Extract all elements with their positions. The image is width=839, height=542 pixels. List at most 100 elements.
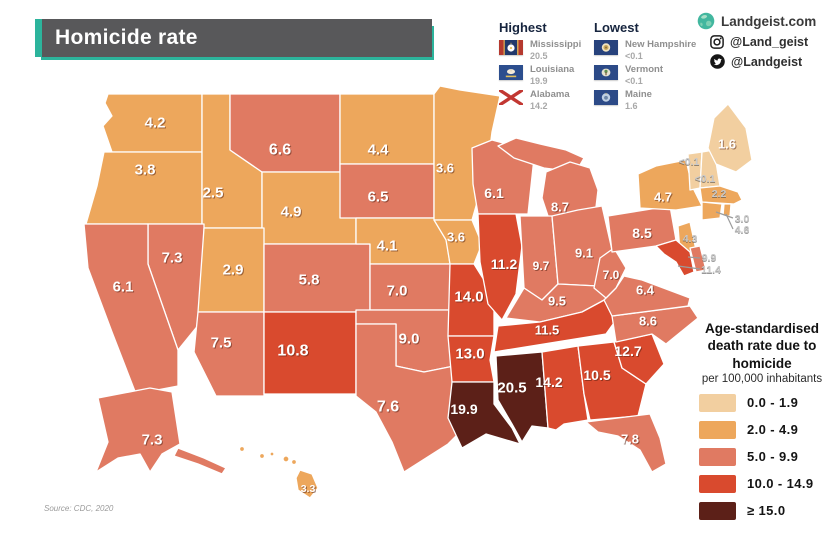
highest-heading: Highest — [499, 20, 547, 35]
state-rhode-island — [722, 203, 732, 217]
label-minnesota: 3.6 — [436, 161, 454, 176]
label-montana: 6.6 — [269, 142, 291, 159]
lowest-state-value: 1.6 — [625, 100, 638, 111]
state-florida — [585, 413, 667, 473]
label-north-dakota: 4.4 — [368, 142, 390, 159]
label-colorado: 5.8 — [299, 272, 320, 289]
state-maine — [707, 103, 753, 173]
label-georgia: 10.5 — [583, 367, 610, 383]
legend-title-line3: homicide — [732, 355, 792, 371]
legend-label-2: 5.0 - 9.9 — [747, 449, 799, 465]
legend-swatch-3 — [699, 474, 736, 493]
rhode-island-leader-line — [725, 213, 734, 230]
label-california: 6.1 — [113, 279, 134, 296]
label-nebraska: 4.1 — [377, 238, 398, 255]
instagram-handle: @Land_geist — [730, 35, 809, 49]
label-oregon: 3.8 — [135, 162, 156, 179]
state-hawaii-island-3 — [269, 451, 275, 457]
state-montana — [229, 93, 341, 173]
maryland-leader-line — [677, 265, 701, 270]
color-scale-legend: Age-standardised death rate due to homic… — [686, 320, 838, 529]
alabama-flag-icon — [499, 89, 523, 105]
legend-label-1: 2.0 - 4.9 — [747, 422, 799, 438]
label-maryland: 11.4 — [701, 264, 721, 276]
website-row: Landgeist.com — [697, 12, 816, 30]
legend-swatch-2 — [699, 447, 736, 466]
label-arizona: 7.5 — [211, 335, 232, 352]
state-kansas — [369, 263, 455, 311]
label-south-carolina: 12.7 — [614, 343, 641, 359]
legend-swatch-1 — [699, 420, 736, 439]
title-banner: Homicide rate — [35, 19, 432, 57]
highest-state-value: 20.5 — [530, 50, 548, 61]
state-north-carolina — [611, 305, 699, 345]
highest-state-value: 19.9 — [530, 75, 548, 86]
legend-swatch-4 — [699, 501, 736, 520]
louisiana-flag-icon — [499, 64, 523, 80]
highest-row-louisiana: Louisiana 19.9 — [499, 64, 581, 86]
highest-row-mississippi: Mississippi 20.5 — [499, 39, 582, 61]
highest-state-name: Mississippi — [530, 39, 582, 50]
instagram-row: @Land_geist — [710, 35, 816, 49]
label-north-carolina: 8.6 — [639, 314, 657, 329]
twitter-handle: @Landgeist — [731, 54, 803, 69]
label-florida: 7.8 — [621, 432, 639, 447]
legend-row-3: 10.0 - 14.9 — [686, 474, 838, 493]
state-hawaii-island-1 — [238, 445, 246, 453]
label-new-hampshire: <0.1 — [695, 173, 716, 185]
label-tennessee: 11.5 — [535, 323, 560, 338]
label-mississippi: 20.5 — [497, 380, 526, 397]
label-alabama: 14.2 — [535, 374, 562, 390]
vermont-flag-icon — [594, 64, 618, 80]
label-iowa: 3.6 — [447, 230, 465, 245]
website-label: Landgeist.com — [721, 13, 817, 29]
state-michigan-upper — [497, 137, 585, 173]
state-hawaii-island-5 — [290, 458, 298, 466]
lowest-row-vermont: Vermont <0.1 — [594, 64, 696, 86]
globe-icon — [697, 12, 715, 30]
state-arizona — [193, 311, 265, 397]
lowest-state-value: <0.1 — [625, 75, 643, 86]
label-kentucky: 9.5 — [548, 294, 566, 309]
highest-state-name: Alabama — [530, 88, 570, 100]
state-connecticut — [701, 201, 723, 221]
legend-label-0: 0.0 - 1.9 — [747, 395, 799, 411]
state-arkansas — [447, 335, 495, 383]
label-wyoming: 4.9 — [281, 204, 302, 221]
value-labels: 4.2 3.8 6.1 7.3 2.5 2.9 7.5 6.6 4.9 5.8 … — [113, 115, 750, 496]
label-virginia: 6.4 — [636, 283, 655, 298]
state-nebraska — [355, 217, 451, 265]
state-alaska-aleutians — [173, 447, 227, 475]
label-indiana: 9.7 — [533, 259, 550, 273]
label-maine: 1.6 — [718, 137, 736, 152]
legend-title-line1: Age-standardised — [704, 321, 820, 336]
legend-subtitle: per 100,000 inhabitants — [701, 372, 823, 385]
legend-swatch-0 — [699, 393, 736, 412]
page-title: Homicide rate — [55, 26, 198, 49]
maine-flag-icon — [594, 89, 618, 105]
delaware-leader-line — [687, 256, 701, 259]
label-nevada: 7.3 — [162, 250, 183, 267]
label-missouri: 14.0 — [454, 289, 483, 306]
label-vermont: <0.1 — [679, 156, 700, 168]
legend-row-4: ≥ 15.0 — [686, 501, 838, 520]
state-hawaii — [295, 469, 319, 499]
leader-lines — [677, 211, 734, 270]
state-shapes — [83, 85, 753, 499]
label-west-virginia: 7.0 — [603, 268, 620, 282]
state-west-virginia — [593, 247, 627, 299]
legend-label-4: ≥ 15.0 — [747, 503, 786, 519]
highest-legend: Highest Mississippi 20.5 Louisiana 19.9 … — [499, 20, 581, 115]
label-illinois: 11.2 — [491, 256, 518, 272]
state-california — [83, 223, 179, 395]
label-oklahoma: 9.0 — [399, 331, 420, 348]
label-alaska: 7.3 — [142, 432, 163, 449]
legend-title-line2: death rate due to — [707, 338, 817, 354]
lowest-state-name: Maine — [625, 88, 652, 100]
label-louisiana: 19.9 — [450, 401, 477, 417]
state-illinois — [477, 213, 523, 321]
label-arkansas: 13.0 — [455, 346, 484, 363]
instagram-icon — [710, 35, 724, 49]
